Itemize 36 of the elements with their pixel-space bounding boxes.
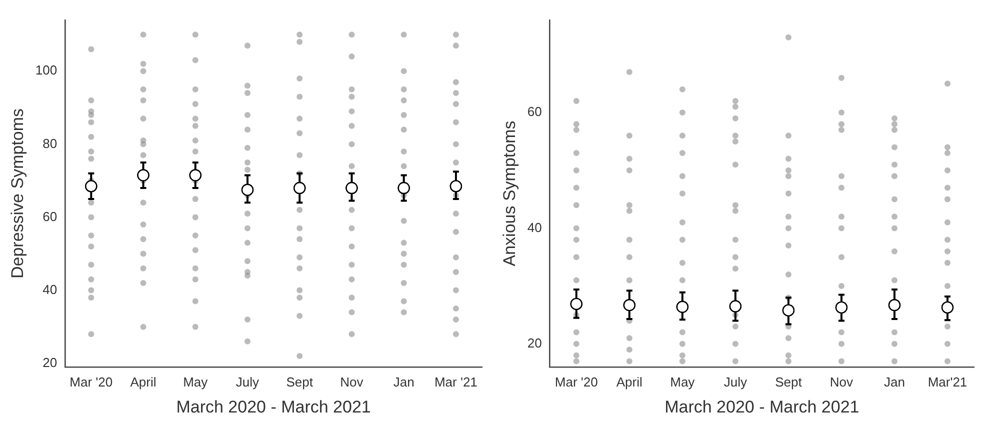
point bbox=[346, 182, 358, 194]
x-tick-label: July bbox=[236, 374, 260, 390]
y-axis-title: Anxious Symptoms bbox=[500, 120, 519, 266]
y-tick-label: 40 bbox=[527, 220, 542, 235]
y-tick-label: 100 bbox=[35, 62, 58, 78]
y-tick-label: 40 bbox=[42, 282, 58, 297]
x-tick-label: Mar '20 bbox=[554, 374, 598, 390]
x-tick-label: Jan bbox=[884, 374, 905, 390]
point bbox=[450, 180, 462, 192]
y-tick-label: 20 bbox=[527, 335, 542, 350]
x-axis-title: March 2020 - March 2021 bbox=[664, 397, 860, 416]
x-tick-label: Mar '21 bbox=[434, 374, 478, 390]
point bbox=[189, 169, 202, 182]
x-axis-title: March 2020 - March 2021 bbox=[176, 397, 371, 416]
x-tick-label: Sept bbox=[286, 374, 314, 390]
point bbox=[294, 182, 306, 194]
y-tick-label: 20 bbox=[42, 354, 58, 370]
y-tick-label: 60 bbox=[527, 104, 542, 120]
y-tick-label: 60 bbox=[42, 208, 58, 224]
x-tick-label: Jan bbox=[393, 374, 414, 390]
x-tick-label: April bbox=[616, 374, 642, 390]
point bbox=[398, 182, 410, 194]
x-tick-label: April bbox=[130, 374, 156, 390]
point bbox=[85, 180, 98, 192]
x-tick-label: Sept bbox=[775, 374, 802, 390]
x-tick-label: May bbox=[670, 374, 696, 390]
point bbox=[137, 169, 150, 182]
point bbox=[241, 184, 254, 196]
x-tick-label: May bbox=[183, 374, 208, 390]
x-tick-label: Nov bbox=[340, 374, 364, 390]
x-tick-label: July bbox=[724, 374, 748, 390]
x-tick-label: Nov bbox=[830, 374, 854, 390]
x-tick-label: Mar '20 bbox=[70, 374, 113, 390]
y-axis-title: Depressive Symptoms bbox=[8, 108, 27, 279]
x-tick-label: Mar'21 bbox=[928, 374, 968, 390]
y-tick-label: 80 bbox=[42, 136, 58, 151]
